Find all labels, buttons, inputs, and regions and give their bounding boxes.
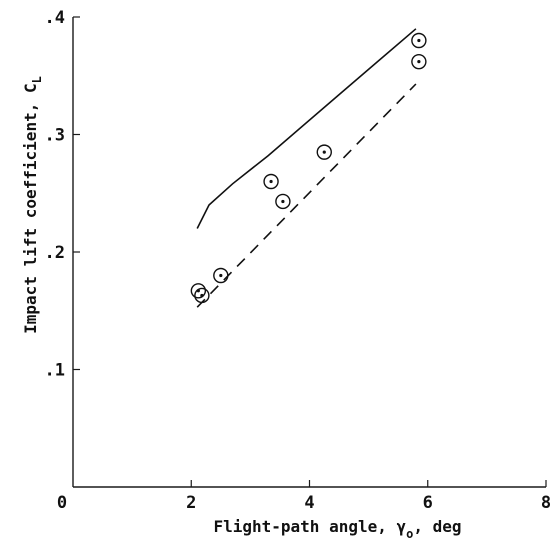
data-point-ring [411, 32, 427, 49]
ticks: 0 2 4 6 8 .1 .2 .3 .4 [45, 8, 552, 513]
x-axis-title-main: Flight-path angle, γ [213, 517, 406, 536]
data-point-dot [200, 293, 204, 298]
x-axis-title-subscript: o [406, 527, 413, 541]
data-point-ring [275, 193, 291, 210]
x-tick-label: 4 [304, 493, 314, 513]
data-point-dot [322, 150, 326, 154]
data-point [411, 32, 427, 49]
x-tick-label: 6 [423, 493, 433, 513]
y-tick-label: .3 [45, 126, 65, 146]
point-layer [190, 32, 427, 304]
solid-fit-line [196, 28, 417, 229]
y-tick-label: .4 [45, 8, 65, 28]
data-point [263, 173, 279, 190]
x-axis-title-suffix: , deg [413, 517, 461, 536]
data-point-ring [411, 53, 427, 70]
y-axis-title-symbol: C [21, 83, 40, 93]
data-point-ring [316, 144, 332, 160]
y-axis-title-subscript: L [30, 76, 44, 83]
data-point-dot [269, 179, 273, 184]
series-layer [196, 28, 417, 308]
data-point-ring [213, 267, 229, 284]
data-point [316, 144, 332, 160]
data-point-ring [190, 283, 207, 299]
data-point-ring [194, 287, 210, 304]
data-point [275, 193, 291, 210]
data-point-ring [263, 173, 279, 190]
y-axis-title-main: Impact lift coefficient, [21, 103, 40, 334]
dashed-fit-line [196, 83, 417, 308]
axes [72, 17, 546, 488]
data-point-dot [417, 60, 421, 64]
x-axis-title: Flight-path angle, γo, deg [213, 517, 461, 541]
y-tick-label: .1 [45, 361, 65, 381]
y-axis-title-space [21, 93, 40, 103]
data-point [194, 287, 210, 304]
data-point-dot [417, 38, 421, 43]
x-tick-label: 0 [57, 493, 67, 513]
data-point-dot [219, 273, 223, 278]
y-axis-title: Impact lift coefficient, CL [21, 76, 44, 334]
x-tick-label: 8 [541, 493, 551, 513]
data-point [411, 53, 427, 70]
x-tick-label: 2 [186, 493, 196, 513]
y-tick-label: .2 [45, 243, 65, 263]
data-point-dot [281, 199, 285, 204]
data-point [213, 267, 229, 284]
